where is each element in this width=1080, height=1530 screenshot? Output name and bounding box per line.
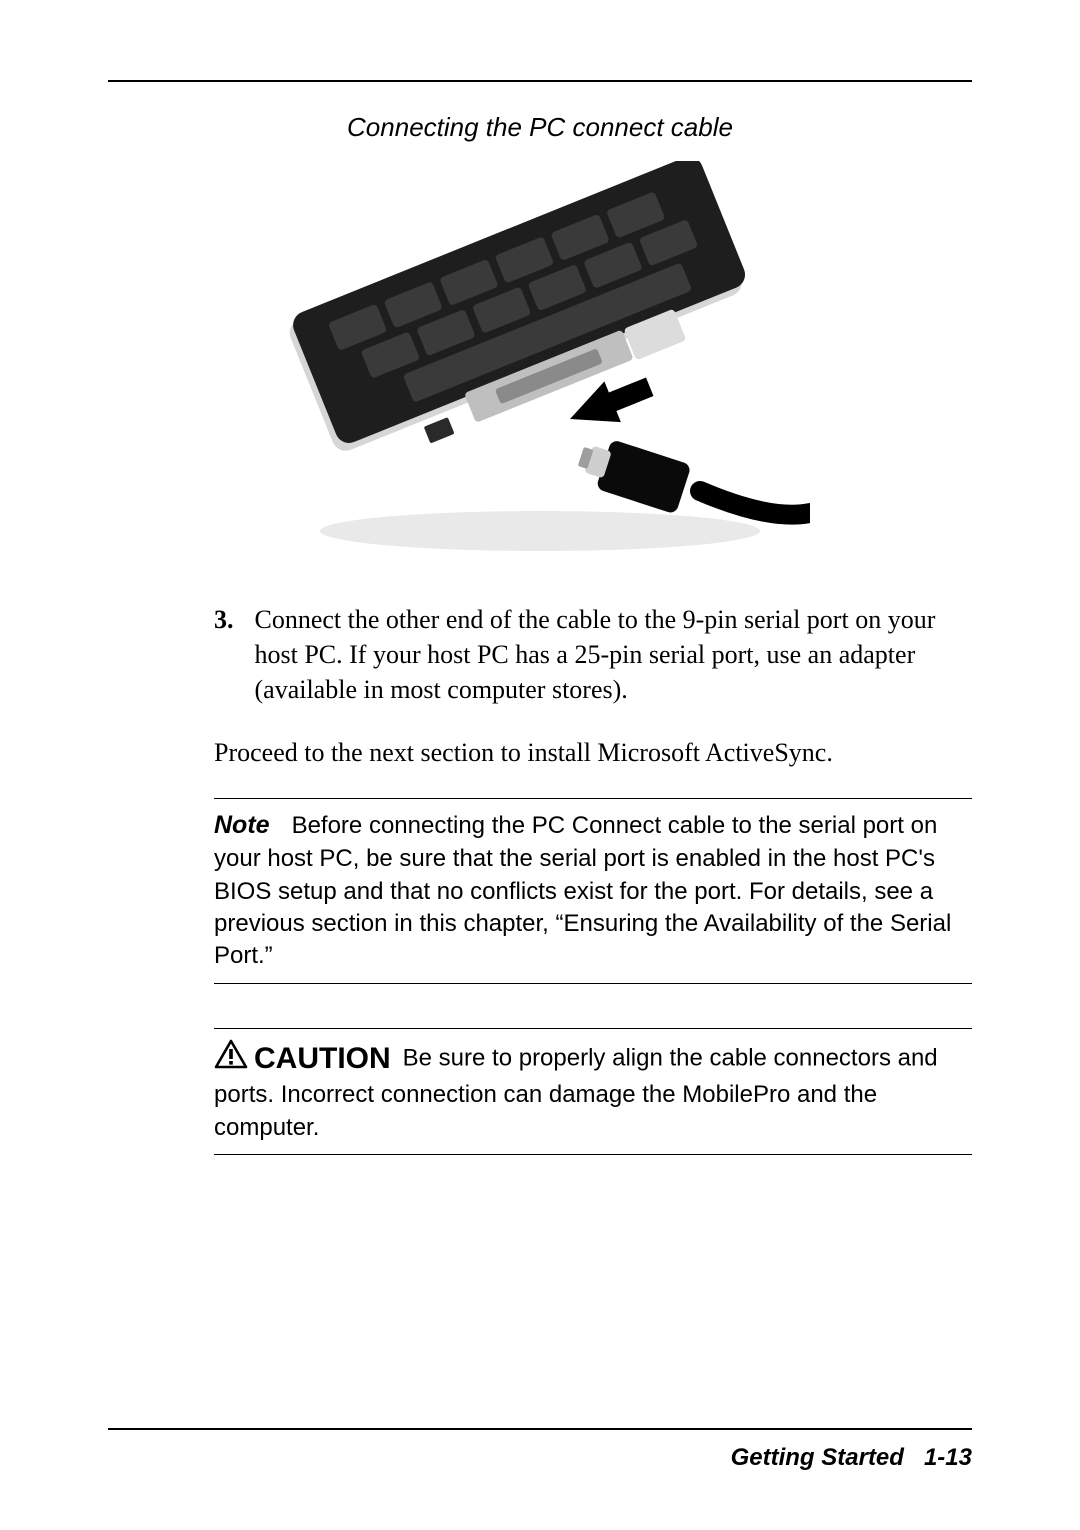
top-rule xyxy=(108,80,972,82)
step-text: Connect the other end of the cable to th… xyxy=(255,602,955,707)
proceed-paragraph: Proceed to the next section to install M… xyxy=(214,735,954,770)
note-rule-bottom xyxy=(214,983,972,984)
figure-wrap xyxy=(108,161,972,566)
note-block: NoteBefore connecting the PC Connect cab… xyxy=(214,809,972,972)
page-footer: Getting Started 1-13 xyxy=(731,1444,972,1472)
bottom-rule xyxy=(108,1428,972,1430)
caution-rule-bottom xyxy=(214,1154,972,1155)
caution-label: CAUTION xyxy=(254,1042,391,1075)
note-rule-top xyxy=(214,798,972,799)
note-label: Note xyxy=(214,811,270,839)
device-cable-illustration xyxy=(270,161,810,561)
footer-section: Getting Started xyxy=(731,1444,904,1471)
caution-triangle-icon xyxy=(214,1039,248,1078)
figure-caption: Connecting the PC connect cable xyxy=(108,112,972,143)
step-number: 3. xyxy=(214,602,248,637)
manual-page: Connecting the PC connect cable xyxy=(0,0,1080,1530)
caution-rule-top xyxy=(214,1028,972,1029)
footer-page: 1-13 xyxy=(924,1444,972,1471)
step-3: 3. Connect the other end of the cable to… xyxy=(214,602,972,707)
note-text: Before connecting the PC Connect cable t… xyxy=(214,812,951,969)
caution-block: CAUTIONBe sure to properly align the cab… xyxy=(214,1039,972,1144)
